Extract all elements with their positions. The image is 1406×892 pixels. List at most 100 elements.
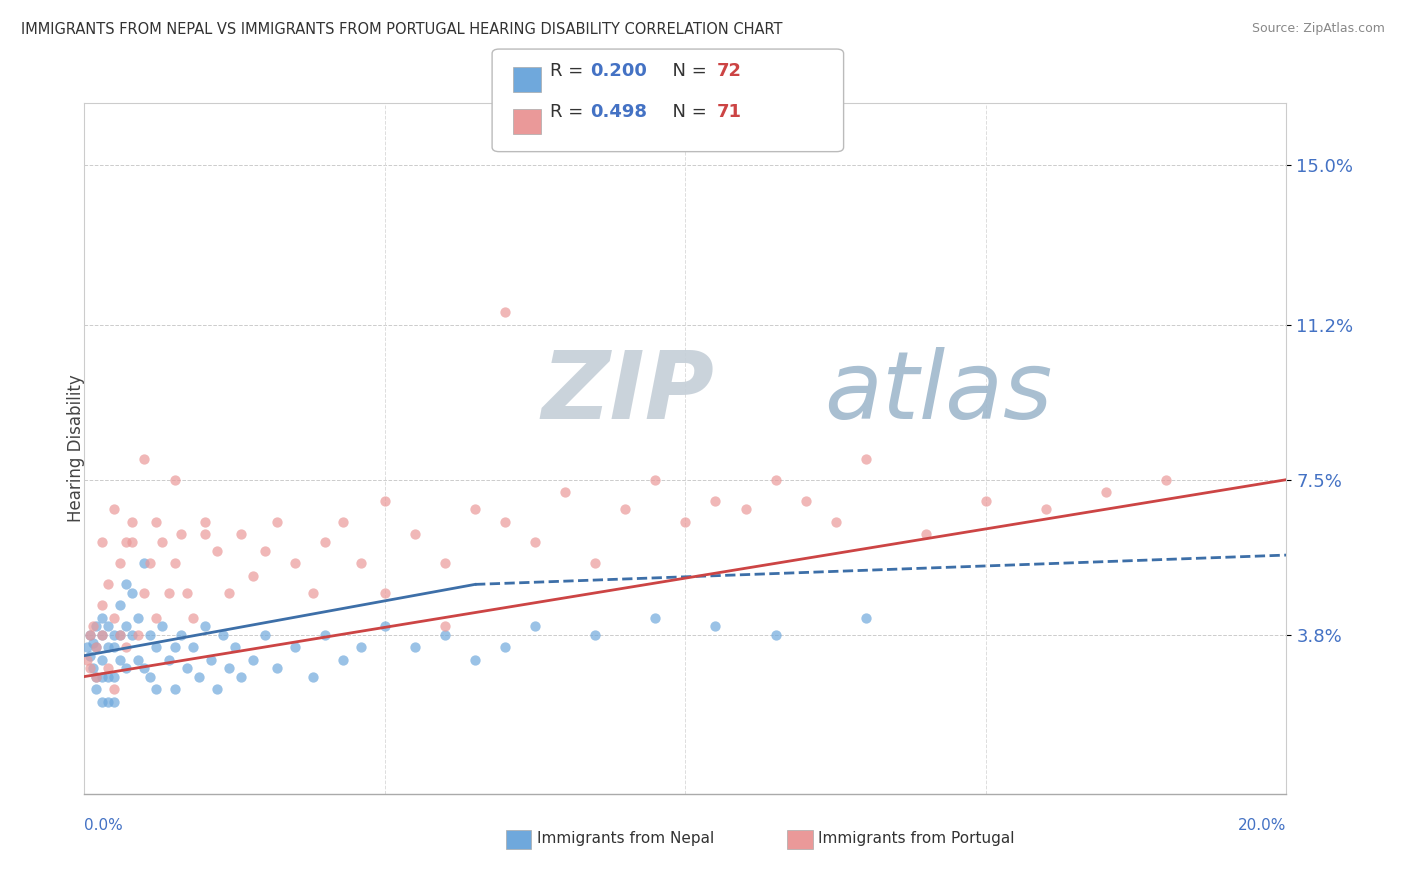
Point <box>91 695 114 709</box>
Point <box>97 669 120 683</box>
Point <box>524 535 547 549</box>
Point <box>301 669 323 683</box>
Point <box>110 557 132 571</box>
Point <box>97 640 120 655</box>
Point <box>91 653 114 667</box>
Point <box>82 661 104 675</box>
Text: R =: R = <box>550 103 589 121</box>
Point <box>614 502 637 516</box>
Point <box>145 682 167 697</box>
Point <box>97 619 120 633</box>
Point <box>374 586 396 600</box>
Point <box>79 628 101 642</box>
Point <box>253 628 276 642</box>
Point <box>86 619 108 633</box>
Point <box>139 557 162 571</box>
Text: R =: R = <box>550 62 589 79</box>
Point <box>314 535 336 549</box>
Point <box>855 611 877 625</box>
Point <box>86 669 108 683</box>
Point <box>554 485 576 500</box>
Point <box>76 640 98 655</box>
Point <box>91 611 114 625</box>
Point <box>82 636 104 650</box>
Point <box>194 619 217 633</box>
Point <box>314 628 336 642</box>
Point <box>404 640 426 655</box>
Point <box>103 628 125 642</box>
Point <box>229 669 252 683</box>
Point <box>121 586 143 600</box>
Point <box>76 653 98 667</box>
Point <box>242 653 264 667</box>
Point <box>163 557 186 571</box>
Point <box>242 569 264 583</box>
Point <box>350 640 373 655</box>
Point <box>176 586 198 600</box>
Point <box>103 502 125 516</box>
Point <box>115 619 138 633</box>
Point <box>157 653 180 667</box>
Text: 72: 72 <box>717 62 742 79</box>
Text: atlas: atlas <box>824 347 1052 439</box>
Point <box>194 515 217 529</box>
Point <box>82 619 104 633</box>
Point <box>855 451 877 466</box>
Point <box>218 586 240 600</box>
Point <box>253 544 276 558</box>
Point <box>675 515 697 529</box>
Point <box>163 640 186 655</box>
Point <box>139 669 162 683</box>
Text: Immigrants from Nepal: Immigrants from Nepal <box>537 831 714 846</box>
Point <box>91 535 114 549</box>
Point <box>824 515 846 529</box>
Point <box>434 619 457 633</box>
Point <box>765 473 787 487</box>
Point <box>121 535 143 549</box>
Point <box>464 653 486 667</box>
Point <box>110 599 132 613</box>
Point <box>127 628 149 642</box>
Point <box>644 611 666 625</box>
Text: Immigrants from Portugal: Immigrants from Portugal <box>818 831 1015 846</box>
Point <box>187 669 209 683</box>
Point <box>134 661 156 675</box>
Text: N =: N = <box>661 103 713 121</box>
Point <box>169 628 191 642</box>
Point <box>704 619 727 633</box>
Point <box>350 557 373 571</box>
Point <box>79 628 101 642</box>
Point <box>218 661 240 675</box>
Point <box>97 577 120 591</box>
Point <box>163 473 186 487</box>
Point <box>494 515 516 529</box>
Point <box>134 586 156 600</box>
Text: 0.0%: 0.0% <box>84 818 124 832</box>
Point <box>332 515 354 529</box>
Point <box>79 648 101 663</box>
Point <box>103 695 125 709</box>
Point <box>332 653 354 667</box>
Point <box>494 640 516 655</box>
Point <box>434 628 457 642</box>
Point <box>86 640 108 655</box>
Point <box>145 611 167 625</box>
Point <box>115 640 138 655</box>
Point <box>86 682 108 697</box>
Point <box>134 451 156 466</box>
Text: 0.200: 0.200 <box>591 62 647 79</box>
Point <box>374 493 396 508</box>
Point <box>200 653 222 667</box>
Point <box>145 515 167 529</box>
Point <box>374 619 396 633</box>
Point <box>266 515 288 529</box>
Point <box>583 628 606 642</box>
Point <box>583 557 606 571</box>
Point <box>86 669 108 683</box>
Point <box>103 640 125 655</box>
Point <box>176 661 198 675</box>
Point <box>284 557 307 571</box>
Point <box>494 305 516 319</box>
Point <box>110 628 132 642</box>
Point <box>152 535 174 549</box>
